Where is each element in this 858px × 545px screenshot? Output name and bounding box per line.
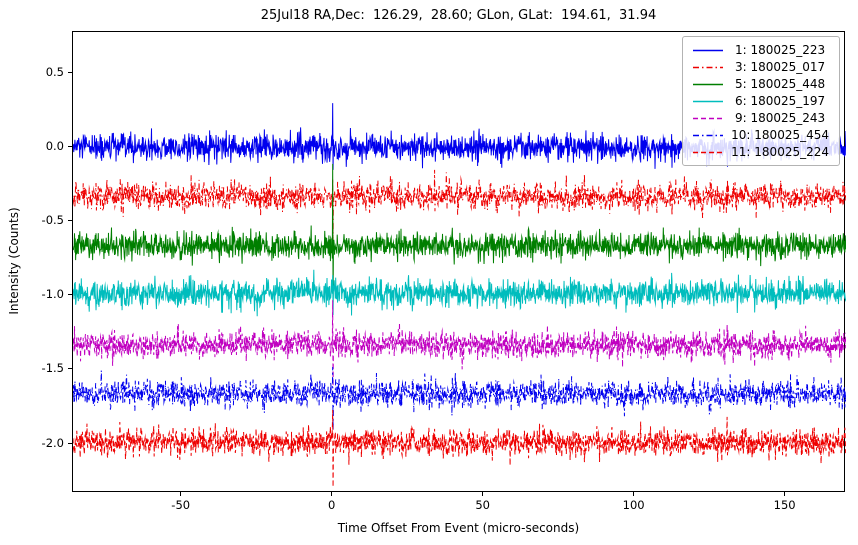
- legend-entry: 5: 180025_448: [692, 77, 829, 91]
- legend-entry: 11: 180025_224: [692, 145, 829, 159]
- x-tick-label: 0: [328, 498, 336, 512]
- legend-entry: 1: 180025_223: [692, 43, 829, 57]
- x-tick-mark: [633, 492, 635, 496]
- y-tick-mark: [68, 442, 72, 444]
- y-tick-mark: [68, 220, 72, 222]
- legend-line-sample: [693, 151, 724, 153]
- y-tick-label: 0.5: [45, 65, 64, 79]
- x-tick-mark: [180, 492, 182, 496]
- legend-entry-label: 10: 180025_454: [731, 128, 829, 142]
- x-axis-label: Time Offset From Event (micro-seconds): [337, 521, 580, 535]
- legend-entry-label: 6: 180025_197: [731, 94, 826, 108]
- legend-line-sample: [693, 66, 724, 68]
- legend-line-sample: [693, 100, 724, 102]
- x-tick-label: -50: [171, 498, 191, 512]
- y-tick-label: 0.0: [45, 139, 64, 154]
- plot-area: 1: 180025_223 3: 180025_017 5: 180025_44…: [72, 31, 846, 493]
- y-axis-label: Intensity (Counts): [7, 207, 21, 315]
- x-tick-mark: [482, 492, 484, 496]
- legend-entry: 9: 180025_243: [692, 111, 829, 125]
- legend-line-sample: [693, 134, 724, 136]
- y-tick-mark: [68, 294, 72, 296]
- y-tick-mark: [68, 146, 72, 148]
- legend-line-sample: [693, 117, 724, 119]
- chart-title: 25Jul18 RA,Dec: 126.29, 28.60; GLon, GLa…: [260, 8, 657, 23]
- legend-entry-label: 11: 180025_224: [731, 145, 829, 159]
- legend: 1: 180025_223 3: 180025_017 5: 180025_44…: [682, 36, 840, 166]
- y-tick-label: -2.0: [41, 435, 64, 450]
- legend-entry-label: 9: 180025_243: [731, 111, 826, 125]
- x-tick-label: 150: [773, 498, 796, 512]
- y-tick-mark: [68, 72, 72, 73]
- y-tick-label: -1.0: [41, 287, 64, 302]
- x-tick-mark: [784, 492, 786, 496]
- legend-entry: 6: 180025_197: [692, 94, 829, 108]
- legend-entry: 3: 180025_017: [692, 60, 829, 74]
- y-tick-mark: [68, 368, 72, 370]
- legend-entry-label: 3: 180025_017: [731, 60, 826, 74]
- y-tick-label: -0.5: [41, 213, 64, 228]
- x-tick-label: 100: [622, 498, 645, 512]
- legend-entry-label: 5: 180025_448: [731, 77, 826, 91]
- legend-entry-label: 1: 180025_223: [731, 43, 826, 57]
- legend-entry: 10: 180025_454: [692, 128, 829, 142]
- y-tick-label: -1.5: [41, 361, 64, 376]
- x-tick-label: 50: [475, 498, 490, 512]
- legend-line-sample: [693, 49, 724, 51]
- x-tick-mark: [331, 492, 333, 496]
- legend-line-sample: [693, 83, 724, 85]
